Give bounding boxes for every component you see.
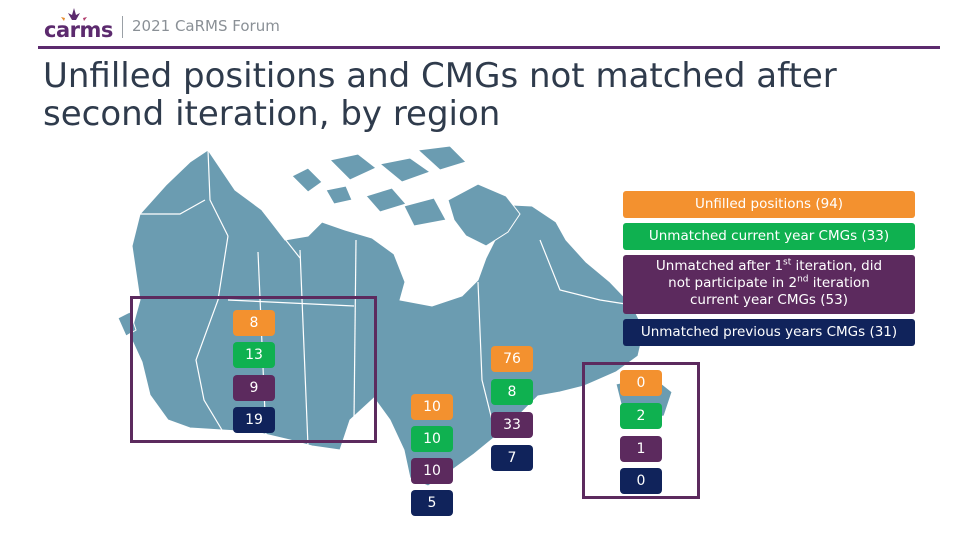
ontario-did-not-participate-badge: 10: [411, 458, 453, 484]
ontario-unmatched-current-badge: 10: [411, 426, 453, 452]
border-manitoba-ontario: [353, 239, 357, 421]
legend-unmatched-previous: Unmatched previous years CMGs (31): [623, 319, 915, 346]
maple-leaf-icon: [61, 8, 87, 21]
logo-text: carms: [44, 18, 113, 42]
ontario-unmatched-previous-badge: 5: [411, 490, 453, 516]
border-yukon-nwt: [207, 149, 229, 237]
border-territories-provinces: [227, 299, 355, 307]
arctic-island-3: [328, 153, 377, 181]
border-sask-manitoba: [299, 249, 309, 447]
legend-did-not-participate-line2: not participate in 2nd iteration: [668, 274, 870, 291]
arctic-island-4: [365, 187, 407, 213]
ontario-unfilled-badge: 10: [411, 394, 453, 420]
west-did-not-participate-badge: 9: [233, 375, 275, 401]
legend-unfilled: Unfilled positions (94): [623, 191, 915, 218]
border-nwt-nunavut: [261, 209, 301, 259]
arctic-island-5: [378, 157, 432, 183]
legend-did-not-participate-line1: Unmatched after 1st iteration, did: [655, 257, 883, 274]
arctic-island-1: [291, 167, 323, 193]
west-unfilled-badge: 8: [233, 310, 275, 336]
atlantic-region-box: [582, 362, 700, 499]
legend-did-not-participate: Unmatched after 1st iteration, did not p…: [623, 255, 915, 314]
arctic-island-2: [325, 185, 353, 205]
legend-did-not-participate-line3: current year CMGs (53): [690, 292, 848, 308]
forum-label: 2021 CaRMS Forum: [132, 17, 280, 35]
arctic-island-6: [403, 197, 447, 227]
west-region-box: [130, 296, 377, 443]
arctic-island-7: [416, 145, 467, 171]
legend-unmatched-current-label: Unmatched current year CMGs (33): [648, 228, 890, 244]
atlantic-did-not-participate-badge: 1: [620, 436, 662, 462]
header-divider: [122, 16, 123, 38]
slide-title: Unfilled positions and CMGs not matched …: [43, 56, 837, 134]
atlantic-unfilled-badge: 0: [620, 370, 662, 396]
atlantic-unmatched-current-badge: 2: [620, 403, 662, 429]
west-unmatched-current-badge: 13: [233, 342, 275, 368]
header-rule: [38, 46, 940, 49]
border-bc-yukon: [140, 199, 206, 215]
west-unmatched-previous-badge: 19: [233, 407, 275, 433]
quebec-did-not-participate-badge: 33: [491, 412, 533, 438]
atlantic-unmatched-previous-badge: 0: [620, 468, 662, 494]
quebec-unmatched-current-badge: 8: [491, 379, 533, 405]
legend-unfilled-label: Unfilled positions (94): [694, 196, 844, 212]
legend-unmatched-current: Unmatched current year CMGs (33): [623, 223, 915, 250]
quebec-unfilled-badge: 76: [491, 346, 533, 372]
carms-logo: carms: [44, 8, 113, 42]
quebec-unmatched-previous-badge: 7: [491, 445, 533, 471]
baffin-island: [447, 183, 521, 247]
legend-unmatched-previous-label: Unmatched previous years CMGs (31): [640, 324, 898, 340]
border-quebec-labrador: [539, 239, 633, 306]
border-bc-alberta: [195, 235, 229, 431]
